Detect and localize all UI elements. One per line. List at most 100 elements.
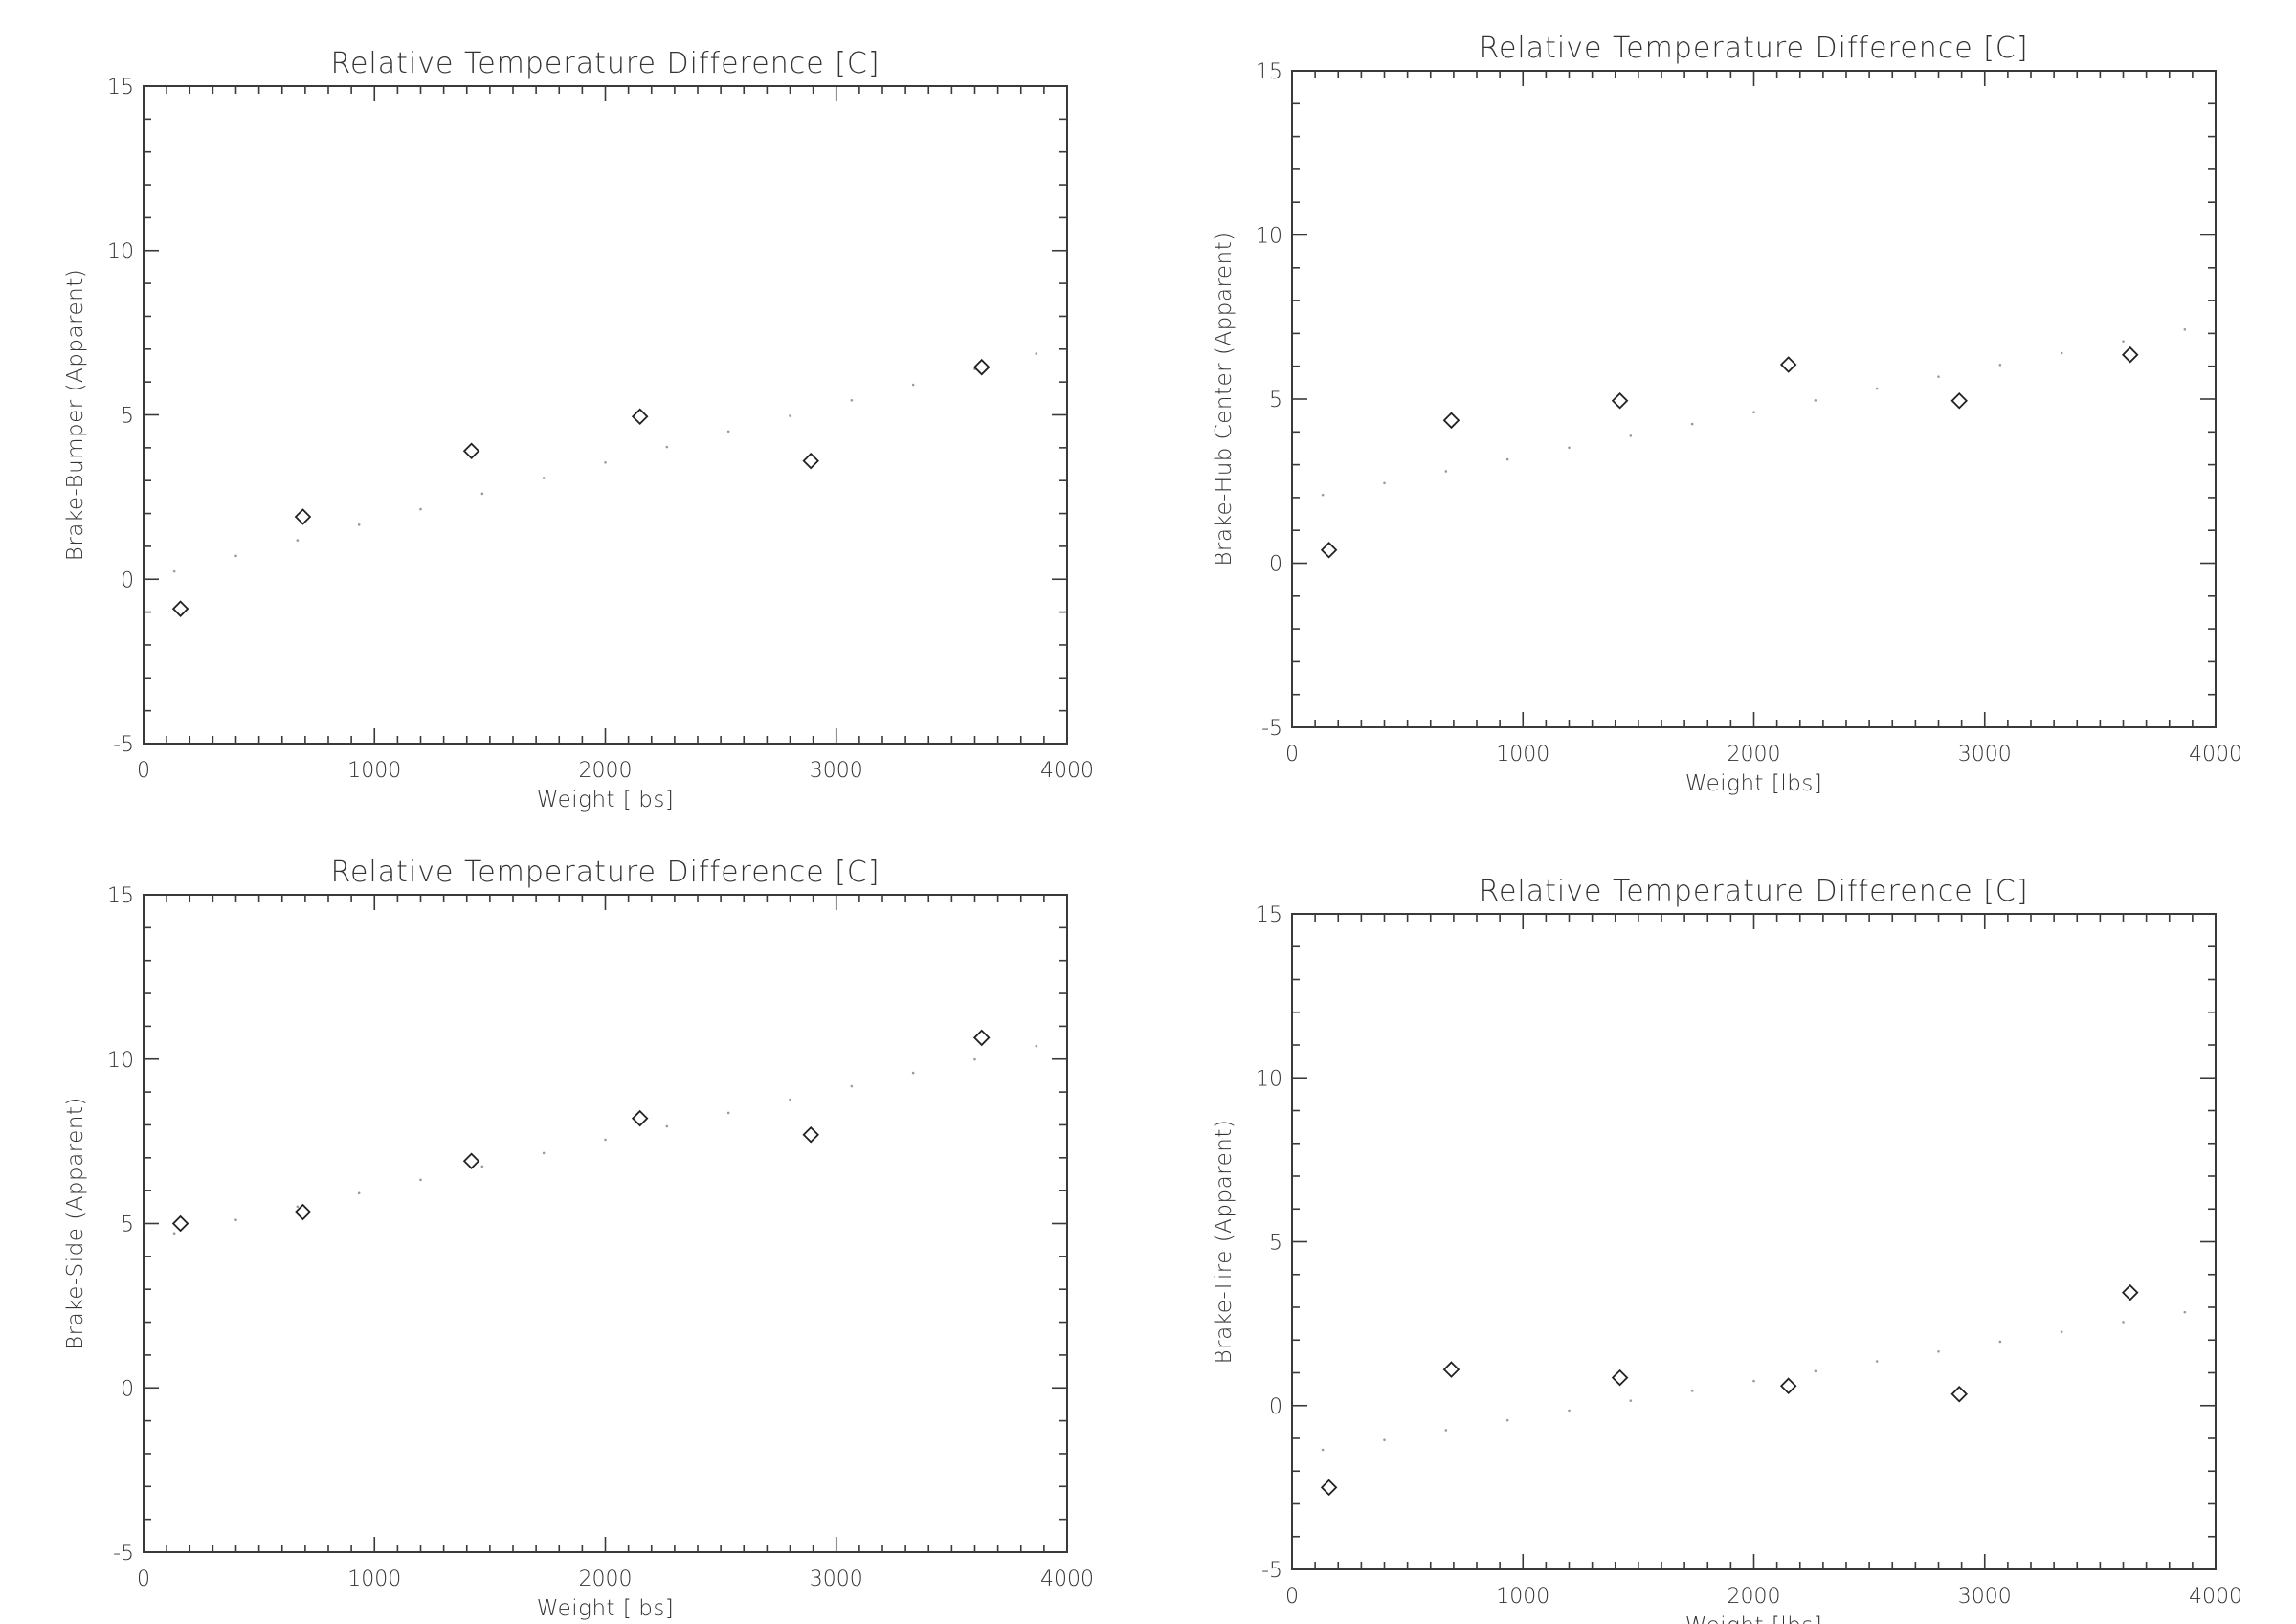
fit-line-dot	[2122, 340, 2125, 343]
data-point-diamond	[1950, 1385, 1968, 1403]
fit-line	[1321, 1310, 2187, 1452]
y-tick-label: 15	[107, 76, 134, 100]
fit-line-dot	[1937, 1349, 1940, 1353]
data-point-diamond	[2121, 345, 2139, 364]
panel-brake-hub-center: Relative Temperature Difference [C] Weig…	[1212, 32, 2242, 796]
y-tick-label: 5	[1269, 1232, 1282, 1256]
fit-line-dot	[542, 477, 546, 479]
fit-line-dot	[419, 507, 422, 511]
fit-line-dot	[1568, 446, 1571, 450]
fit-line-dot	[604, 1138, 607, 1142]
data-point-diamond	[631, 1109, 649, 1127]
chart-title: Relative Temperature Difference [C]	[330, 47, 880, 80]
panel-brake-bumper: Relative Temperature Difference [C] Weig…	[63, 47, 1094, 812]
x-tick-label: 0	[137, 759, 150, 783]
y-tick-label: 15	[1256, 903, 1282, 927]
chart-title: Relative Temperature Difference [C]	[330, 856, 880, 889]
fit-line-dot	[911, 383, 915, 387]
data-points	[1320, 345, 2139, 559]
y-tick-label: 0	[1269, 553, 1282, 577]
fit-line-dot	[1383, 1438, 1386, 1442]
fit-line	[172, 1044, 1038, 1235]
y-tick-label: 10	[107, 240, 134, 264]
chart-title: Relative Temperature Difference [C]	[1479, 875, 2028, 908]
y-tick-label: 10	[1256, 225, 1282, 249]
fit-line-dot	[296, 1205, 300, 1209]
fit-line-dot	[1035, 352, 1038, 355]
fit-line-dot	[850, 1084, 854, 1088]
data-point-diamond	[802, 1125, 819, 1144]
fit-line-dot	[172, 1232, 176, 1235]
fit-line-dot	[480, 492, 484, 496]
data-point-diamond	[972, 1029, 991, 1047]
fit-line-dot	[604, 461, 607, 464]
fit-line	[172, 352, 1038, 573]
fit-line-dot	[726, 430, 730, 434]
x-tick-label: 2000	[1728, 1585, 1781, 1609]
data-point-diamond	[1950, 391, 1968, 410]
data-point-diamond	[462, 442, 480, 460]
data-points	[171, 358, 991, 617]
fit-line-dot	[665, 1124, 669, 1128]
fit-line-dot	[2122, 1321, 2125, 1324]
fit-line-dot	[1690, 1390, 1694, 1392]
fit-line-dot	[296, 539, 300, 542]
fit-line-dot	[1875, 1360, 1879, 1363]
fit-line-dot	[1505, 1418, 1509, 1422]
fit-line-dot	[1035, 1044, 1038, 1048]
data-point-diamond	[1611, 391, 1629, 410]
y-tick-label: 0	[121, 568, 134, 592]
y-tick-label: 5	[121, 405, 134, 429]
x-tick-label: 4000	[1040, 759, 1094, 783]
fit-line-dot	[1321, 1448, 1325, 1452]
x-tick-label: 0	[1285, 1585, 1299, 1609]
y-tick-label: 15	[107, 884, 134, 908]
y-tick-label: 5	[121, 1213, 134, 1237]
fit-line-dot	[1814, 1369, 1817, 1373]
fit-line-dot	[1383, 481, 1386, 485]
x-tick-label: 1000	[347, 1568, 401, 1591]
x-axis-label: Weight [lbs]	[537, 1596, 675, 1621]
data-point-diamond	[171, 1214, 189, 1233]
fit-line-dot	[1629, 1399, 1633, 1402]
fit-line-dot	[1444, 1429, 1448, 1432]
fit-line-dot	[665, 445, 669, 449]
x-tick-label: 2000	[579, 759, 633, 783]
fit-line-dot	[911, 1071, 915, 1075]
axis-ticks	[1291, 70, 2217, 728]
axis-ticks	[1291, 913, 2217, 1570]
fit-line-dot	[1814, 399, 1817, 402]
x-axis-label: Weight [lbs]	[537, 788, 675, 812]
x-axis-label: Weight [lbs]	[1685, 1613, 1823, 1624]
data-points	[1320, 1283, 2139, 1497]
x-tick-label: 2000	[579, 1568, 633, 1591]
data-point-diamond	[631, 408, 649, 425]
fit-line-dot	[1998, 1340, 2002, 1344]
x-tick-label: 0	[1285, 743, 1299, 767]
fit-line-dot	[480, 1165, 484, 1168]
data-point-diamond	[1442, 1361, 1460, 1378]
fit-line-dot	[1752, 411, 1755, 414]
fit-line-dot	[2060, 351, 2063, 355]
fit-line-dot	[2183, 327, 2187, 331]
fit-line-dot	[357, 523, 361, 526]
x-tick-label: 3000	[810, 1568, 863, 1591]
data-point-diamond	[1442, 412, 1460, 430]
y-tick-label: -5	[1261, 1559, 1282, 1583]
data-point-diamond	[802, 452, 819, 470]
data-point-diamond	[1611, 1368, 1629, 1387]
x-tick-label: 3000	[1958, 743, 2012, 767]
fit-line-dot	[789, 414, 791, 417]
fit-line-dot	[1444, 470, 1448, 473]
x-axis-label: Weight [lbs]	[1685, 771, 1823, 796]
fit-line-dot	[1505, 457, 1509, 461]
y-axis-label: Brake-Side (Apparent)	[63, 1097, 88, 1350]
fit-line-dot	[1937, 375, 1940, 378]
x-tick-label: 4000	[2189, 1585, 2242, 1609]
x-tick-label: 3000	[1958, 1585, 2012, 1609]
y-tick-label: -5	[113, 733, 134, 757]
data-point-diamond	[1320, 1479, 1338, 1497]
x-tick-label: 1000	[1496, 1585, 1549, 1609]
data-point-diamond	[294, 1203, 312, 1221]
